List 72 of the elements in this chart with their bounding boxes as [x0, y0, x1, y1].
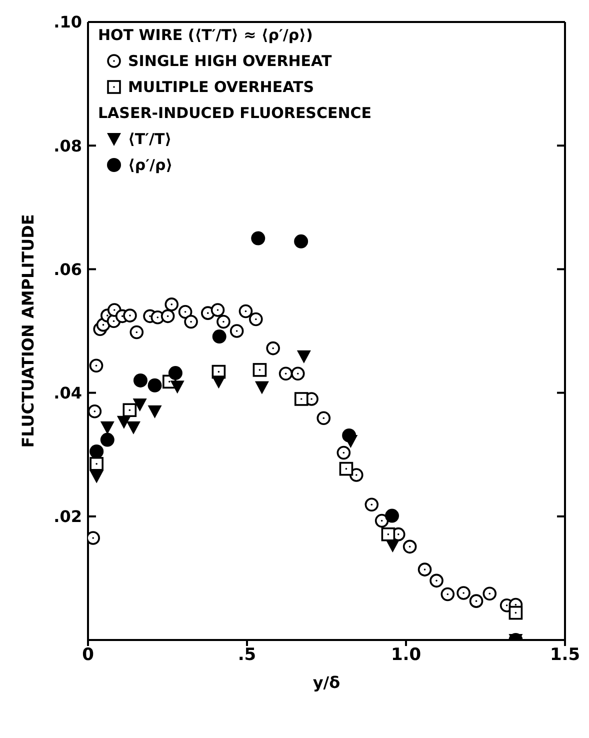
point [374, 514, 389, 528]
point [230, 324, 244, 338]
point [456, 586, 470, 600]
point [385, 508, 400, 523]
x-axis-title: y/δ [312, 673, 340, 692]
point [386, 539, 400, 552]
point [364, 498, 379, 512]
point [278, 366, 293, 381]
point [126, 421, 140, 434]
point [418, 562, 432, 576]
point [90, 444, 104, 459]
point [290, 366, 305, 381]
point [88, 404, 102, 418]
point [90, 456, 104, 471]
point [249, 312, 263, 326]
x-tick-label: 1.0 [390, 645, 422, 666]
point [482, 586, 497, 601]
point [266, 341, 280, 356]
point [100, 421, 114, 434]
point [116, 416, 131, 429]
point [170, 380, 184, 394]
point [238, 304, 253, 318]
point [133, 373, 148, 388]
x-tick-label: 1.5 [550, 645, 580, 666]
point [184, 314, 198, 329]
point [469, 594, 484, 608]
point [164, 298, 179, 312]
point [402, 540, 417, 554]
point [178, 304, 192, 319]
y-tick-label: .06 [54, 260, 82, 279]
y-tick-label: .10 [54, 12, 82, 32]
point [316, 411, 331, 426]
point [168, 366, 182, 380]
y-tick-label: .02 [54, 507, 82, 526]
y-tick-label: .08 [54, 136, 82, 156]
y-tick-label: .04 [54, 383, 82, 402]
point [440, 587, 455, 602]
point [212, 330, 226, 344]
point [148, 378, 162, 392]
point [251, 231, 266, 246]
annotation: LASER-INDUCED FLUORESCENCE [98, 103, 372, 124]
point [252, 363, 267, 377]
point [216, 314, 230, 329]
point [89, 358, 104, 373]
legend-label: MULTIPLE OVERHEATS [128, 78, 314, 96]
point [508, 606, 523, 620]
x-tick-label: .5 [238, 645, 256, 666]
legend-title: HOT WIRE (⟨T′/T⟩ ≈ ⟨ρ′/ρ⟩) [98, 25, 314, 46]
point [381, 527, 396, 542]
point [294, 234, 308, 248]
point [294, 392, 308, 406]
point [123, 308, 137, 322]
point [254, 381, 269, 394]
point [132, 398, 147, 412]
y-axis-title: FLUCTUATION AMPLITUDE [18, 214, 38, 448]
point [122, 403, 137, 418]
point [90, 470, 104, 484]
point [160, 309, 175, 324]
point [148, 405, 162, 418]
point [210, 303, 225, 317]
point [130, 325, 144, 340]
point [339, 462, 354, 476]
point [342, 428, 356, 442]
legend-label: ⟨ρ′/ρ⟩ [128, 156, 173, 174]
legend-label: SINGLE HIGH OVERHEAT [128, 52, 332, 70]
point [430, 574, 444, 588]
point [296, 350, 311, 364]
legend-label: ⟨T′/T⟩ [128, 130, 172, 148]
point [336, 446, 351, 460]
point [100, 432, 114, 447]
point [212, 376, 226, 389]
x-tick-label: 0 [82, 645, 94, 666]
